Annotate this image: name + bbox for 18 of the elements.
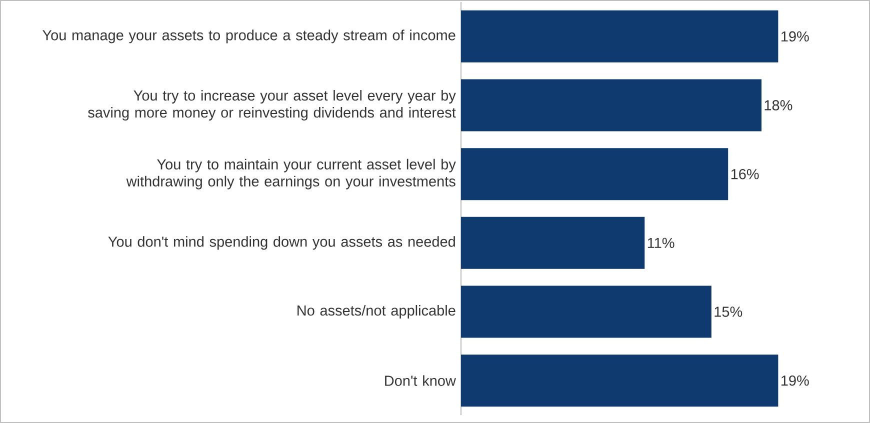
data-label: 18% bbox=[764, 100, 792, 110]
data-label: 11% bbox=[648, 238, 674, 248]
bar bbox=[460, 79, 762, 132]
bar bbox=[460, 286, 712, 338]
y-tick-label: You don't mind spending down you assets as needed bbox=[108, 236, 455, 250]
bar bbox=[460, 148, 728, 200]
y-tick-label: No assets/not applicable bbox=[298, 305, 456, 319]
data-label: 16% bbox=[731, 168, 759, 180]
y-tick-label: Don't know bbox=[385, 375, 456, 386]
y-tick-label: You manage your assets to produce a steady stream of income bbox=[42, 30, 456, 44]
bar bbox=[460, 216, 645, 269]
y-tick-label: You try to maintain your current asset level by withdrawing only the earnings on your investments bbox=[126, 158, 456, 190]
data-label: 15% bbox=[714, 306, 742, 317]
bar bbox=[460, 10, 778, 62]
y-tick-label: You try to increase your asset level every year by saving more money or reinvesting dividends and interest bbox=[88, 90, 456, 121]
bar bbox=[460, 354, 778, 407]
data-label: 19% bbox=[781, 375, 809, 386]
data-label: 19% bbox=[781, 31, 809, 42]
